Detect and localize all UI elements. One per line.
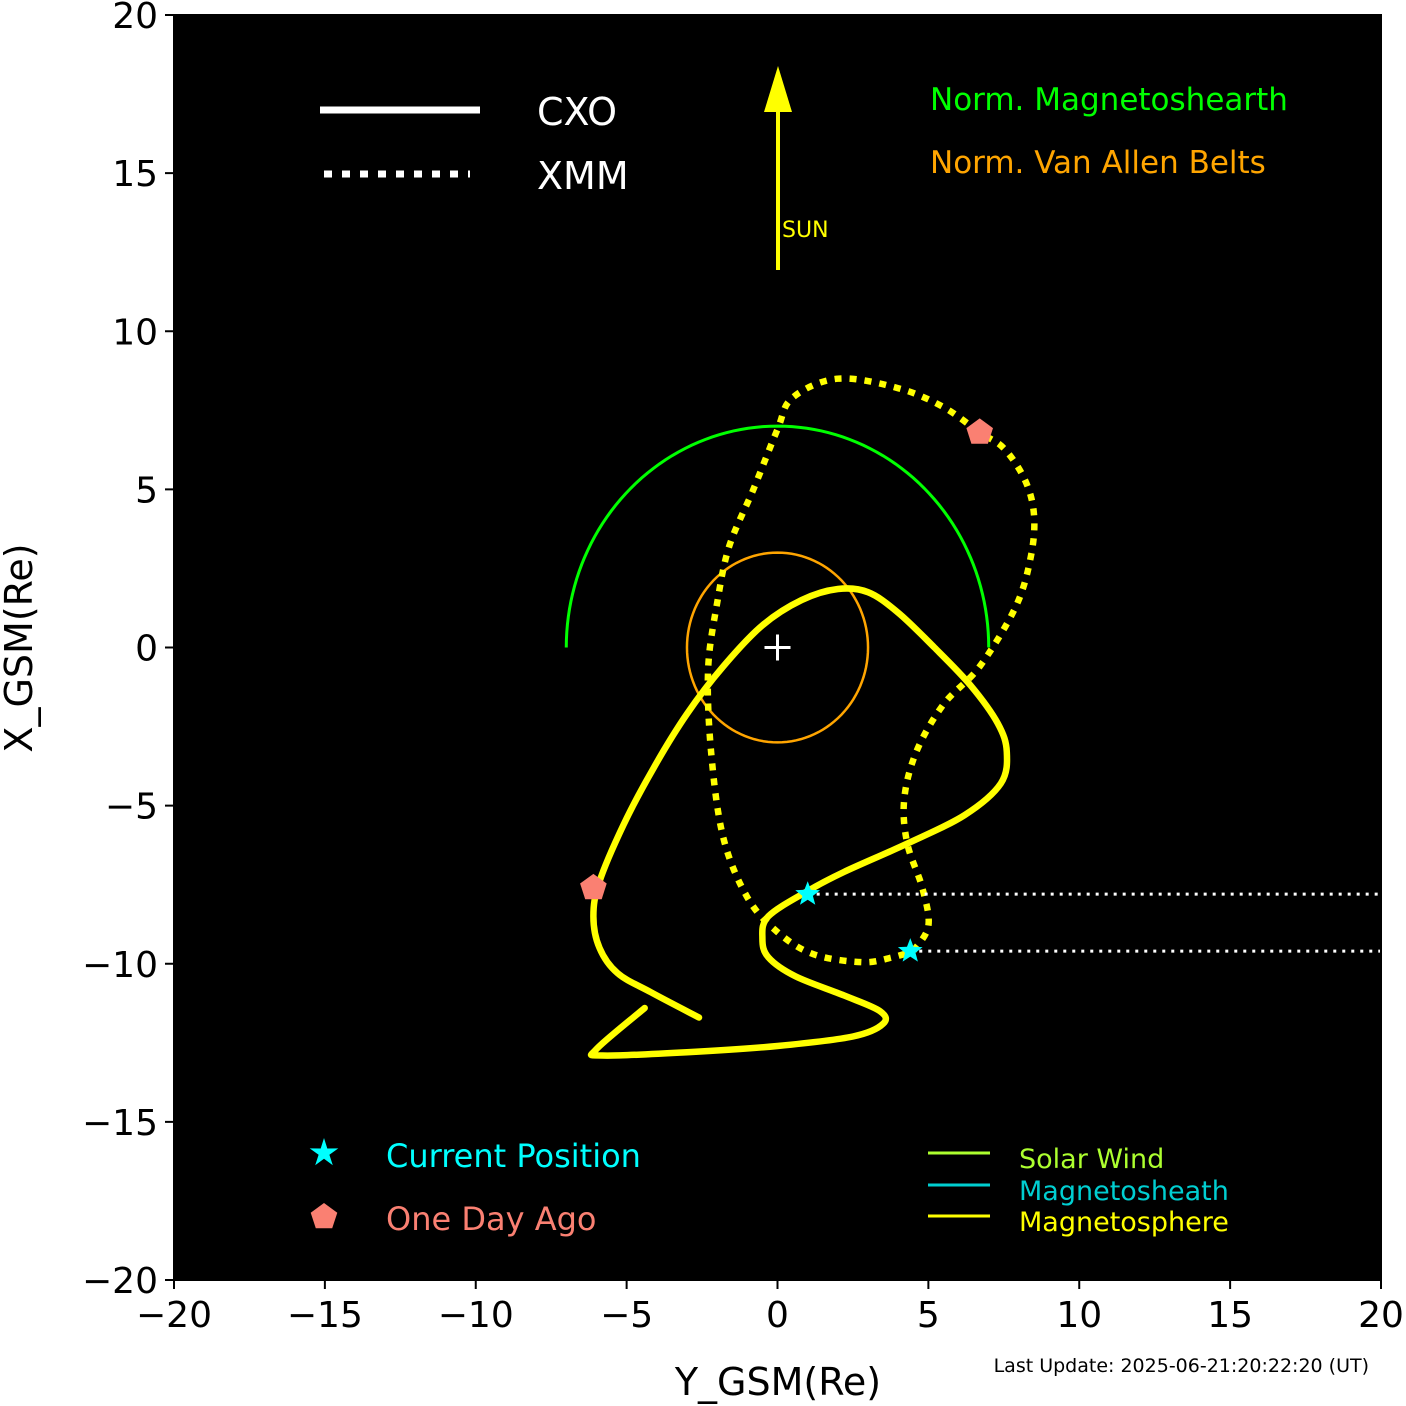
x-tick-label: 5 bbox=[917, 1295, 940, 1336]
y-tick-label: 20 bbox=[112, 0, 158, 37]
x-tick-label: −15 bbox=[287, 1295, 363, 1336]
current-position-marker-2 bbox=[897, 938, 923, 962]
xmm-orbit-line bbox=[704, 375, 1038, 966]
magnetosheath-region-label: Norm. Magnetoshearth bbox=[930, 82, 1288, 118]
x-tick-label: 15 bbox=[1207, 1295, 1253, 1336]
one-day-ago-marker-2 bbox=[966, 418, 993, 444]
current-position-marker-1 bbox=[795, 881, 820, 905]
axes-layer: −20 −15 −10 −5 0 5 10 15 20 20 15 10 5 0 −5 −10 −15 −20 bbox=[82, 0, 1404, 1336]
x-tick-label: −10 bbox=[438, 1295, 514, 1336]
line-style-legend: CXO XMM bbox=[320, 90, 629, 198]
cxo-legend-label: CXO bbox=[537, 90, 617, 134]
y-tick-label: 10 bbox=[112, 312, 158, 353]
current-position-legend-icon bbox=[309, 1138, 339, 1166]
sun-label: SUN bbox=[782, 218, 829, 243]
y-tick-label: −5 bbox=[105, 787, 158, 828]
y-tick-label: 5 bbox=[135, 470, 158, 511]
x-tick-label: 10 bbox=[1056, 1295, 1102, 1336]
y-tick-label: −10 bbox=[82, 945, 158, 986]
one-day-ago-legend-icon bbox=[310, 1203, 338, 1229]
plot-layer bbox=[564, 375, 1381, 1059]
xmm-legend-label: XMM bbox=[537, 154, 629, 198]
sun-arrow: SUN bbox=[764, 66, 829, 270]
y-tick-label: −20 bbox=[82, 1261, 158, 1302]
sun-arrow-head bbox=[764, 66, 792, 112]
cxo-orbit-line bbox=[587, 585, 1011, 1059]
solar-wind-legend-label: Solar Wind bbox=[1019, 1144, 1164, 1175]
y-axis-label: X_GSM(Re) bbox=[0, 543, 41, 752]
y-tick-label: 15 bbox=[112, 154, 158, 195]
marker-legend: Current Position One Day Ago bbox=[309, 1137, 641, 1238]
magnetosphere-legend-label: Magnetosphere bbox=[1019, 1207, 1229, 1238]
x-tick-label: 0 bbox=[766, 1295, 789, 1336]
y-tick-label: −15 bbox=[82, 1103, 158, 1144]
x-axis-label: Y_GSM(Re) bbox=[674, 1360, 881, 1404]
van-allen-belt bbox=[685, 551, 870, 744]
region-legend: Solar Wind Magnetosheath Magnetosphere bbox=[928, 1144, 1229, 1238]
y-tick-label: 0 bbox=[135, 629, 158, 670]
current-position-legend-label: Current Position bbox=[386, 1137, 641, 1175]
x-tick-label: −20 bbox=[136, 1295, 212, 1336]
one-day-ago-marker-1 bbox=[580, 873, 607, 900]
magnetosheath-legend-label: Magnetosheath bbox=[1019, 1176, 1229, 1207]
x-tick-label: 20 bbox=[1358, 1295, 1404, 1336]
magnetosheath-boundary bbox=[564, 424, 991, 648]
van-allen-region-label: Norm. Van Allen Belts bbox=[930, 145, 1266, 181]
one-day-ago-legend-label: One Day Ago bbox=[386, 1200, 596, 1238]
last-update-footer: Last Update: 2025-06-21:20:22:20 (UT) bbox=[994, 1355, 1369, 1377]
x-tick-label: −5 bbox=[600, 1295, 653, 1336]
